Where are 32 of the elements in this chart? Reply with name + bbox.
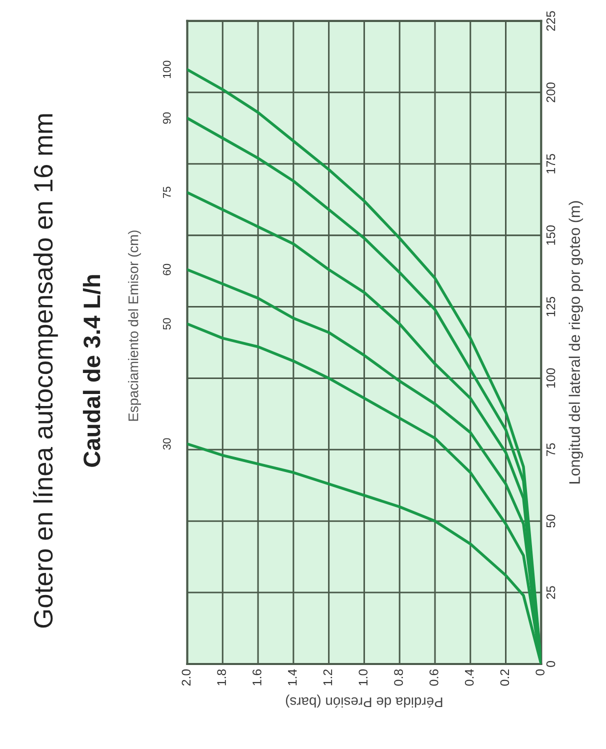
x-tick-label: 1.2 <box>323 669 332 686</box>
text: 75 <box>163 186 171 198</box>
y-tick-label: 0 <box>546 661 556 667</box>
x-tick-label: 1.0 <box>358 669 368 686</box>
y-tick-label: 100 <box>546 368 556 388</box>
x-tick-label: 1.4 <box>288 669 297 686</box>
y-tick-label: 75 <box>546 443 556 456</box>
x-tick-label: 0.4 <box>464 669 474 686</box>
text: Caudal de 3.4 L/h <box>82 275 101 467</box>
text: Gotero en línea autocompensado en 16 mm <box>32 114 58 628</box>
legend-title: Espaciamiento del Emisor (cm) <box>128 230 142 421</box>
x-tick-label: 2.0 <box>182 669 191 686</box>
y-tick-label: 25 <box>546 586 556 599</box>
y-axis-title: Longitud del lateral de riego por goteo (m) <box>568 201 584 484</box>
x-tick-label: 0.6 <box>429 669 438 686</box>
x-tick-label: 1.8 <box>217 669 226 686</box>
text: 50 <box>162 318 171 330</box>
x-tick-label: 0.8 <box>394 669 403 686</box>
x-axis-title: Pérdida de Presión (bars) <box>286 694 442 708</box>
y-tick-label: 200 <box>546 82 556 102</box>
y-tick-label: 125 <box>546 296 556 316</box>
x-tick-label: 0.2 <box>500 669 510 686</box>
text: 30 <box>162 438 171 450</box>
text: 100 <box>162 60 171 78</box>
x-tick-label: 0 <box>536 669 545 676</box>
y-tick-label: 50 <box>546 514 556 528</box>
y-tick-label: 150 <box>546 225 556 245</box>
x-tick-label: 1.6 <box>252 669 262 686</box>
y-tick-label: 225 <box>546 11 556 31</box>
text: 60 <box>162 264 171 276</box>
text: 90 <box>162 112 171 124</box>
y-tick-label: 175 <box>546 154 556 174</box>
